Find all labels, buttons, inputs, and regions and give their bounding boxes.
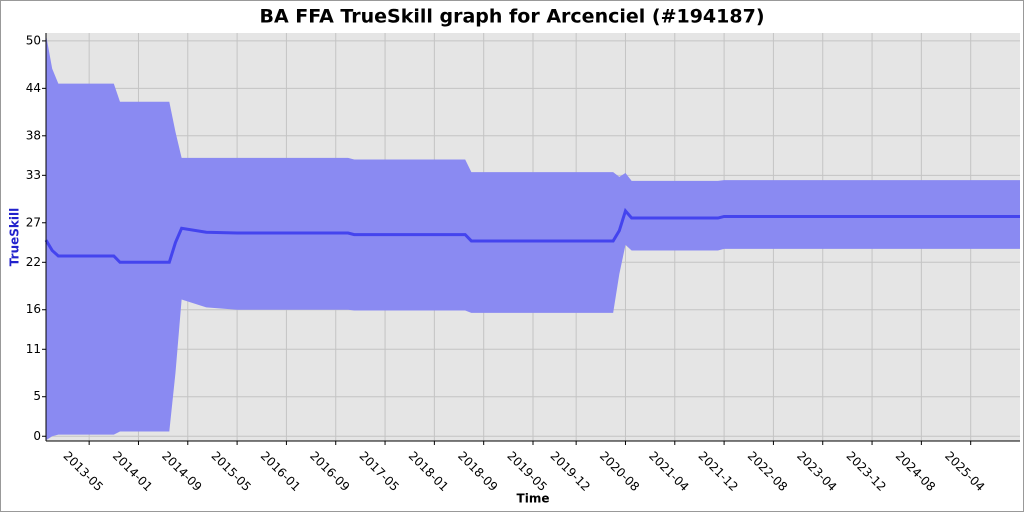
chart-title: BA FFA TrueSkill graph for Arcenciel (#1…: [259, 6, 764, 28]
y-tick-label: 27: [26, 215, 41, 229]
y-tick-label: 50: [26, 33, 41, 47]
y-tick-label: 5: [33, 389, 41, 403]
uncertainty-band: [46, 34, 1020, 441]
y-tick-label: 0: [33, 429, 41, 443]
y-tick-label: 33: [26, 168, 41, 182]
y-tick-label: 11: [26, 342, 41, 356]
y-tick-label: 22: [26, 255, 41, 269]
trueskill-line: [44, 207, 1020, 264]
y-tick-label: 44: [26, 81, 41, 95]
y-tick-label: 16: [26, 302, 41, 316]
y-tick-label: 38: [26, 128, 41, 142]
y-axis-label: TrueSkill: [8, 208, 22, 266]
x-axis-label: Time: [517, 492, 550, 506]
